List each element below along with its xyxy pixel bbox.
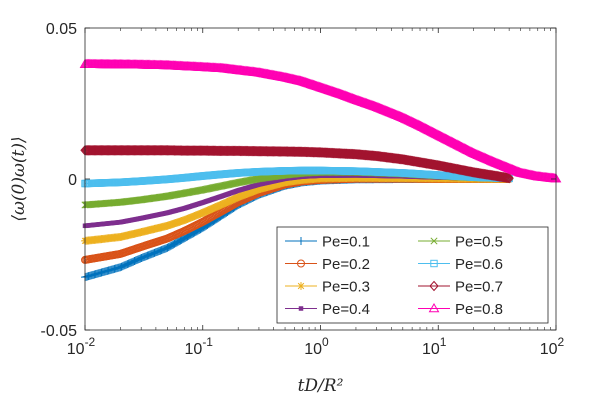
legend-item: Pe=0.5 — [418, 234, 503, 251]
legend-marker — [430, 237, 438, 245]
legend-box — [276, 226, 549, 324]
x-tick-label-base: 10 — [422, 341, 440, 358]
x-tick-label: 10-1 — [185, 335, 214, 358]
x-tick-label-base: 10 — [540, 341, 558, 358]
data-point — [500, 172, 511, 183]
y-tick-label: 0.05 — [46, 21, 77, 38]
x-tick-label-base: 10 — [67, 341, 85, 358]
x-tick-label: 100 — [304, 335, 329, 358]
legend-label: Pe=0.7 — [455, 279, 503, 296]
data-point — [502, 172, 512, 183]
series-Pe=0.8 — [79, 58, 562, 183]
legend-marker — [429, 280, 439, 292]
legend-item: Pe=0.2 — [285, 256, 370, 273]
legend-label: Pe=0.5 — [455, 234, 503, 251]
legend-label: Pe=0.6 — [455, 256, 503, 273]
x-tick-label-exponent: 2 — [558, 335, 565, 349]
legend-item: Pe=0.4 — [285, 301, 370, 318]
legend-marker — [297, 282, 305, 290]
plot-frame — [84, 27, 557, 331]
legend-marker — [297, 259, 305, 268]
series-Pe=0.7 — [80, 145, 514, 184]
legend-label: Pe=0.2 — [322, 256, 370, 273]
legend-item: Pe=0.1 — [285, 234, 370, 251]
x-tick-label-base: 10 — [185, 341, 203, 358]
y-tick-label: 0 — [68, 172, 77, 189]
legend-marker — [298, 306, 304, 311]
legend-item: Pe=0.3 — [285, 279, 370, 296]
x-tick-label: 101 — [422, 335, 447, 358]
x-tick-label-exponent: -1 — [202, 335, 213, 349]
legend-marker — [430, 259, 438, 268]
x-tick-label-exponent: -2 — [85, 335, 96, 349]
y-tick-label: -0.05 — [41, 323, 78, 340]
data-point — [504, 172, 514, 184]
x-tick-label-exponent: 0 — [322, 335, 329, 349]
x-axis-title: tD/R² — [298, 376, 344, 396]
legend-marker — [428, 303, 440, 313]
legend-item: Pe=0.7 — [418, 279, 503, 296]
legend: Pe=0.1 Pe=0.2 Pe=0.3 Pe=0.4 Pe=0.5 Pe=0.6 Pe=0… — [276, 226, 549, 324]
legend-marker — [297, 237, 305, 245]
series-layer — [79, 58, 562, 282]
y-axis-title: ⟨ω(0)ω(t)⟩ — [9, 136, 29, 221]
legend-item: Pe=0.8 — [418, 301, 503, 318]
legend-item: Pe=0.6 — [418, 256, 503, 273]
x-tick-label: 10-2 — [67, 335, 96, 358]
legend-label: Pe=0.4 — [322, 301, 370, 318]
legend-label: Pe=0.1 — [322, 234, 370, 251]
x-tick-label-base: 10 — [304, 341, 322, 358]
x-tick-label: 102 — [540, 335, 565, 358]
data-point — [503, 172, 513, 184]
x-tick-label-exponent: 1 — [440, 335, 447, 349]
legend-label: Pe=0.3 — [322, 279, 370, 296]
legend-label: Pe=0.8 — [455, 301, 503, 318]
